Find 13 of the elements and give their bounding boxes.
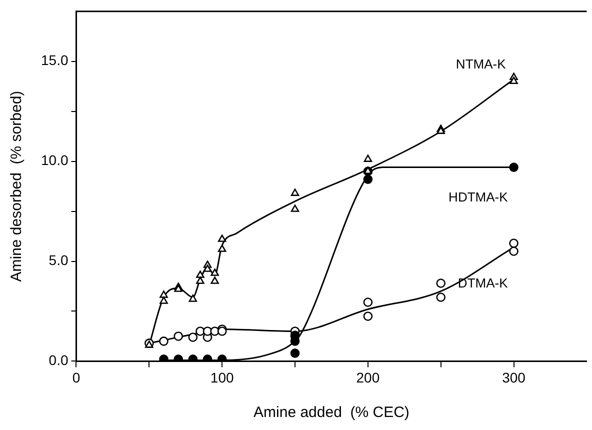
- x-axis-title: Amine added (% CEC): [254, 404, 410, 422]
- y-tick-label: 10.0: [41, 152, 68, 168]
- y-tick-label: 0.0: [48, 352, 68, 368]
- x-tick-label: 200: [356, 369, 380, 386]
- x-tick-label: 300: [502, 369, 526, 386]
- y-tick-label: 15.0: [41, 52, 68, 68]
- x-tick-label: 100: [210, 369, 234, 386]
- series-label: HDTMA-K: [448, 189, 508, 204]
- x-tick-label: 0: [72, 369, 80, 386]
- series-label: NTMA-K: [456, 56, 506, 72]
- series-label: DTMA-K: [458, 275, 508, 290]
- y-axis-title: Amine desorbed (% sorbed): [8, 90, 26, 282]
- y-tick-label: 5.0: [48, 252, 68, 268]
